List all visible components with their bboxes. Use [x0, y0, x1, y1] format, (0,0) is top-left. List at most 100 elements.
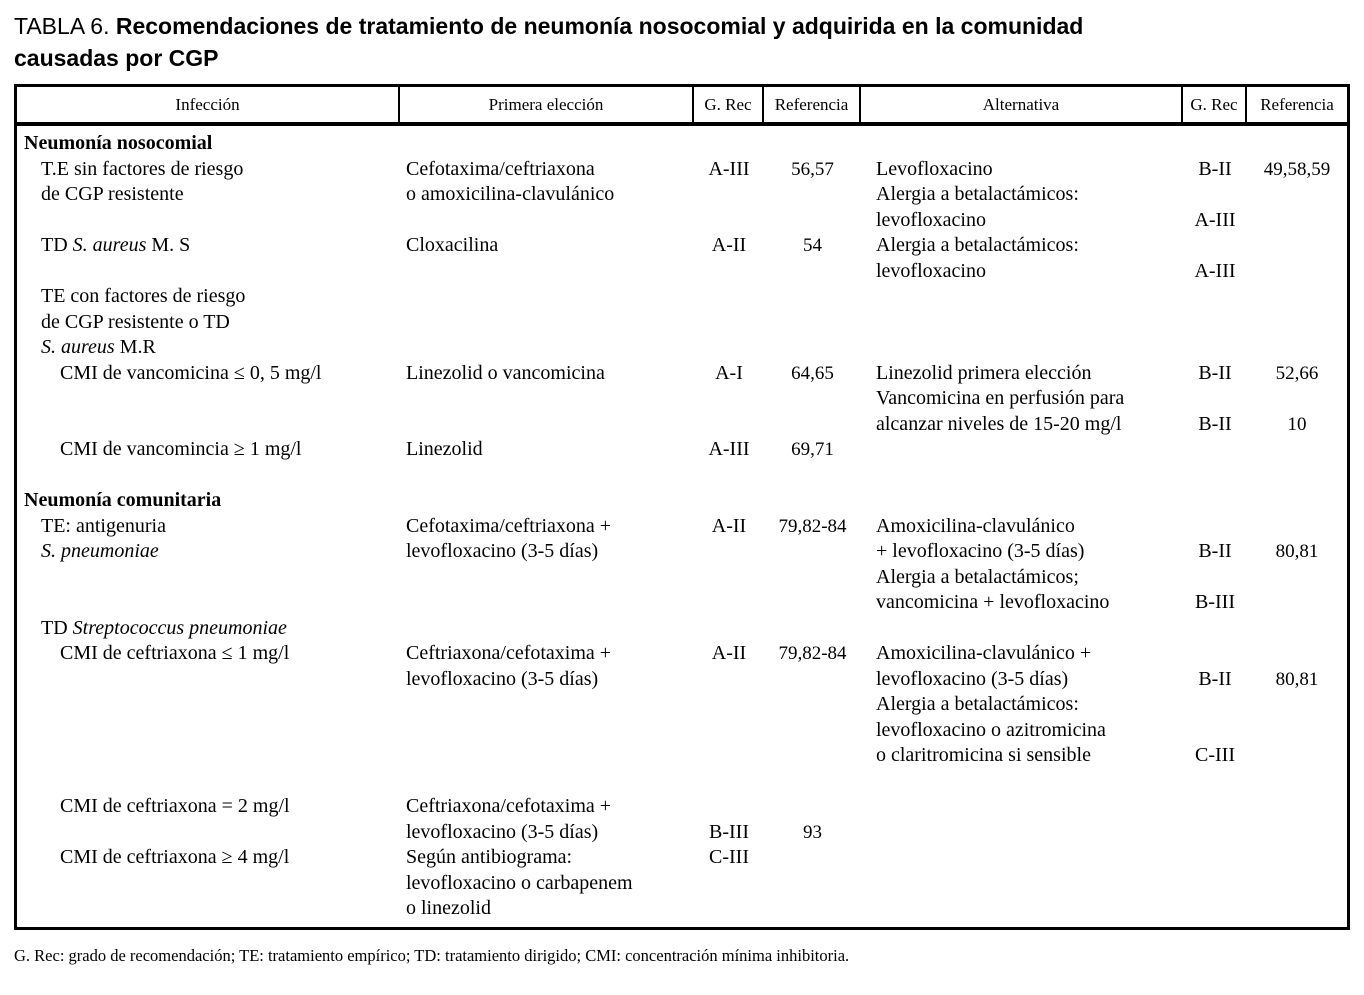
- table-row: Alergia a betalactámicos:: [17, 692, 1347, 718]
- table-cell: [1247, 233, 1347, 259]
- table-cell: B-II: [1198, 157, 1232, 180]
- table-cell: [1247, 182, 1347, 208]
- table-row: levofloxacino (3-5 días) levofloxacino (3…: [17, 667, 1347, 693]
- table-cell: levofloxacino: [876, 208, 986, 231]
- table-cell: [17, 896, 400, 922]
- table-cell: alcanzar niveles de 15-20 mg/l: [876, 412, 1122, 435]
- table-row: o claritromicina si sensible C-III: [17, 743, 1347, 769]
- table-cell: levofloxacino: [876, 259, 986, 282]
- table-cell: [17, 259, 400, 285]
- table-cell: Neumonía comunitaria: [24, 489, 222, 511]
- table-cell: T.E sin factores de riesgo: [41, 157, 244, 180]
- table-cell: [400, 616, 694, 642]
- table-cell: [861, 871, 1183, 897]
- table-cell: [17, 743, 400, 769]
- table-cell: Cloxacilina: [406, 234, 499, 256]
- table-cell: [694, 769, 764, 795]
- column-header-g-rec-1: G. Rec: [694, 87, 764, 122]
- table-cell: [1183, 871, 1247, 897]
- table-cell: [1247, 590, 1347, 616]
- table-cell: Cefotaxima/ceftriaxona +: [406, 514, 612, 537]
- table-cell: 80,81: [1275, 541, 1319, 562]
- table-cell: vancomicina + levofloxacino: [876, 591, 1110, 613]
- column-header-g-rec-2: G. Rec: [1183, 87, 1247, 122]
- table-cell: TD Streptococcus pneumoniae: [41, 616, 287, 639]
- table-row: levofloxacino o carbapenem: [17, 871, 1347, 897]
- table-cell: Vancomicina en perfusión para: [876, 387, 1125, 409]
- table-cell: [764, 794, 861, 820]
- table-cell: [764, 769, 861, 795]
- table-cell: [17, 820, 400, 846]
- table-cell: [400, 463, 694, 489]
- table-cell: [17, 667, 400, 693]
- table-cell: [861, 794, 1183, 820]
- table-cell: [1183, 310, 1247, 336]
- table-cell: [1183, 896, 1247, 922]
- table-cell: [17, 769, 400, 795]
- table-cell: [400, 335, 694, 361]
- table-cell: Cefotaxima/ceftriaxona: [406, 157, 595, 180]
- table-cell: [694, 565, 764, 591]
- table-title: TABLA 6. Recomendaciones de tratamiento …: [14, 10, 1350, 74]
- table-cell: 10: [1287, 413, 1307, 435]
- table-cell: CMI de ceftriaxona = 2 mg/l: [60, 795, 290, 817]
- table-row: Neumonía comunitaria: [17, 488, 1347, 514]
- table-row: [17, 463, 1347, 489]
- table-cell: [1247, 386, 1347, 412]
- table-cell: B-III: [1195, 591, 1235, 613]
- table-cell: levofloxacino (3-5 días): [406, 540, 599, 562]
- table-cell: A-II: [711, 234, 747, 256]
- table-cell: [1247, 463, 1347, 489]
- table-cell: [1183, 641, 1247, 667]
- table-cell: [764, 743, 861, 769]
- table-cell: [400, 769, 694, 795]
- table-cell: [1183, 820, 1247, 846]
- table-cell: [764, 208, 861, 234]
- table-cell: 49,58,59: [1263, 158, 1331, 180]
- table-cell: TE con factores de riesgo: [41, 285, 246, 307]
- table-cell: 79,82-84: [778, 643, 847, 664]
- table-cell: [400, 131, 694, 157]
- table-cell: [694, 590, 764, 616]
- table-cell: [1247, 437, 1347, 463]
- column-header-referencia-1: Referencia: [764, 87, 861, 122]
- table-cell: [400, 412, 694, 438]
- table-cell: [861, 488, 1183, 514]
- table-cell: [1247, 565, 1347, 591]
- table-cell: [400, 718, 694, 744]
- table-cell: CMI de vancomicina ≤ 0, 5 mg/l: [60, 361, 322, 384]
- table-cell: [764, 565, 861, 591]
- table-cell: [1247, 208, 1347, 234]
- table-cell: [694, 692, 764, 718]
- table-cell: [17, 871, 400, 897]
- table-cell: [861, 616, 1183, 642]
- table-cell: TE: antigenuria: [41, 514, 166, 537]
- table-cell: [764, 871, 861, 897]
- table-cell: [764, 284, 861, 310]
- table-cell: [17, 386, 400, 412]
- table-cell: [1183, 233, 1247, 259]
- table-footnote: G. Rec: grado de recomendación; TE: trat…: [14, 946, 850, 965]
- table-cell: [694, 896, 764, 922]
- table-cell: [694, 616, 764, 642]
- table-cell: [764, 463, 861, 489]
- table-cell: [764, 616, 861, 642]
- table-title-line2: causadas por CGP: [14, 45, 219, 71]
- table-title-line1: TABLA 6. Recomendaciones de tratamiento …: [14, 10, 1350, 42]
- table-cell: 54: [803, 235, 822, 256]
- table-body: Neumonía nosocomial T.E sin factores de r…: [17, 126, 1347, 927]
- table-cell: [17, 565, 400, 591]
- table-cell: [1247, 718, 1347, 744]
- table-cell: [694, 412, 764, 438]
- table-cell: [694, 718, 764, 744]
- table-row: TD S. aureus M. S Cloxacilina A-II 54 Alergi…: [17, 233, 1347, 259]
- table-cell: [861, 335, 1183, 361]
- table-cell: CMI de ceftriaxona ≤ 1 mg/l: [60, 642, 290, 664]
- table-row: levofloxacino o azitromicina: [17, 718, 1347, 744]
- table-cell: [1247, 769, 1347, 795]
- table-cell: de CGP resistente: [41, 183, 184, 205]
- table-row: TE: antigenuria Cefotaxima/ceftriaxona + A…: [17, 514, 1347, 540]
- table-cell: A-III: [708, 157, 750, 180]
- table-cell: [17, 590, 400, 616]
